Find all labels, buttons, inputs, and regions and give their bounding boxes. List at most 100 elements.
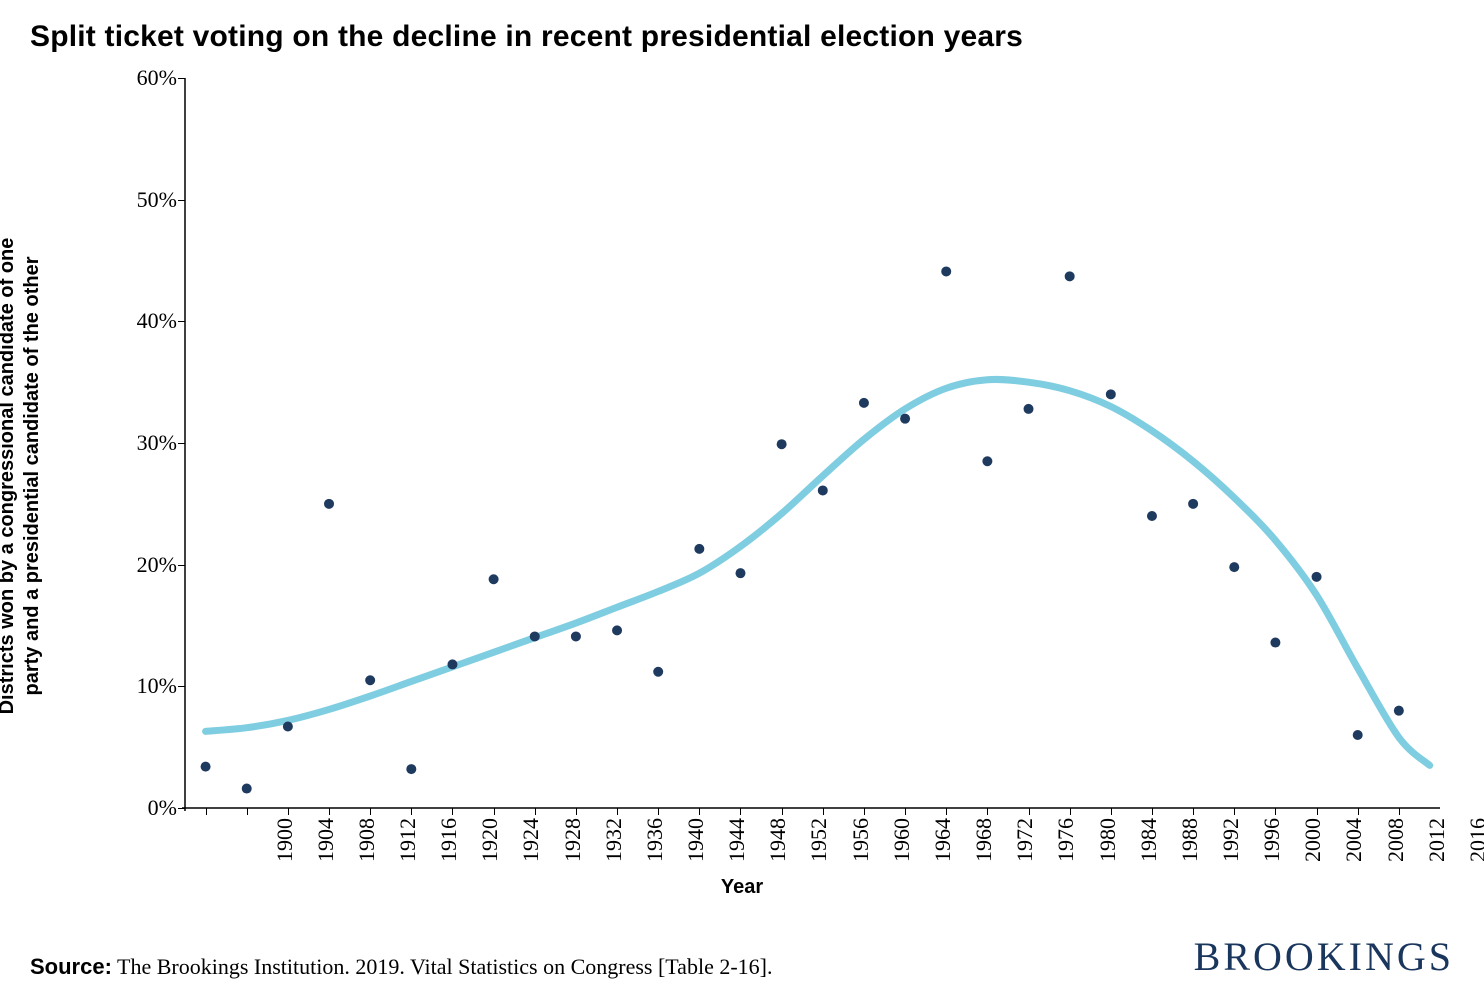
data-point (859, 398, 869, 408)
x-tick-label: 1924 (518, 818, 544, 862)
x-tick-label: 1940 (683, 818, 709, 862)
x-tick-mark (247, 808, 248, 815)
data-point (982, 456, 992, 466)
data-point (489, 574, 499, 584)
data-point (365, 675, 375, 685)
data-point (571, 631, 581, 641)
x-tick-label: 1984 (1136, 818, 1162, 862)
data-point (1353, 730, 1363, 740)
plot-svg (185, 78, 1440, 808)
x-tick-label: 1960 (889, 818, 915, 862)
x-tick-mark (987, 808, 988, 815)
x-tick-mark (946, 808, 947, 815)
x-tick-mark (740, 808, 741, 815)
data-point (1065, 271, 1075, 281)
x-axis-label: Year (721, 876, 763, 899)
x-tick-label: 2004 (1341, 818, 1367, 862)
chart-title: Split ticket voting on the decline in re… (30, 20, 1454, 54)
data-point (1024, 404, 1034, 414)
x-tick-mark (1234, 808, 1235, 815)
x-tick-label: 1996 (1259, 818, 1285, 862)
x-tick-mark (452, 808, 453, 815)
x-tick-label: 1912 (395, 818, 421, 862)
x-tick-mark (1358, 808, 1359, 815)
x-tick-mark (782, 808, 783, 815)
y-tick-mark (178, 200, 185, 201)
x-tick-label: 1964 (930, 818, 956, 862)
source-line: Source: The Brookings Institution. 2019.… (30, 954, 772, 980)
data-point (1188, 499, 1198, 509)
x-tick-label: 1988 (1177, 818, 1203, 862)
brookings-logo: BROOKINGS (1194, 933, 1454, 980)
x-tick-mark (1070, 808, 1071, 815)
x-tick-mark (1399, 808, 1400, 815)
x-tick-label: 1900 (272, 818, 298, 862)
data-point (1229, 562, 1239, 572)
x-tick-mark (288, 808, 289, 815)
x-tick-label: 2012 (1424, 818, 1450, 862)
x-tick-label: 2000 (1300, 818, 1326, 862)
data-point (1312, 572, 1322, 582)
data-point (694, 544, 704, 554)
x-tick-label: 1956 (848, 818, 874, 862)
x-tick-mark (494, 808, 495, 815)
x-tick-label: 1980 (1095, 818, 1121, 862)
footer: Source: The Brookings Institution. 2019.… (30, 933, 1454, 980)
data-point (283, 721, 293, 731)
x-tick-mark (535, 808, 536, 815)
source-label: Source: (30, 954, 112, 979)
x-tick-label: 1928 (560, 818, 586, 862)
x-tick-label: 1952 (806, 818, 832, 862)
x-tick-mark (411, 808, 412, 815)
x-tick-label: 1904 (313, 818, 339, 862)
x-tick-label: 1944 (724, 818, 750, 862)
x-tick-mark (329, 808, 330, 815)
data-point (653, 667, 663, 677)
chart-container: Split ticket voting on the decline in re… (0, 0, 1484, 998)
data-point (735, 568, 745, 578)
data-point (324, 499, 334, 509)
data-point (1106, 389, 1116, 399)
x-tick-label: 2016 (1465, 818, 1484, 862)
x-tick-label: 1920 (477, 818, 503, 862)
x-tick-mark (1029, 808, 1030, 815)
data-point (447, 659, 457, 669)
x-tick-label: 1992 (1218, 818, 1244, 862)
y-tick-mark (178, 443, 185, 444)
data-point (612, 625, 622, 635)
y-tick-mark (178, 808, 185, 809)
y-tick-mark (178, 686, 185, 687)
x-tick-label: 1936 (642, 818, 668, 862)
x-tick-mark (370, 808, 371, 815)
x-tick-mark (864, 808, 865, 815)
x-tick-label: 1932 (601, 818, 627, 862)
source-text: The Brookings Institution. 2019. Vital S… (112, 954, 773, 979)
data-point (242, 784, 252, 794)
x-tick-mark (658, 808, 659, 815)
data-point (777, 439, 787, 449)
x-tick-mark (1193, 808, 1194, 815)
y-tick-mark (178, 565, 185, 566)
data-point (530, 631, 540, 641)
data-point (1147, 511, 1157, 521)
x-tick-mark (1275, 808, 1276, 815)
y-tick-mark (178, 321, 185, 322)
x-tick-label: 1948 (765, 818, 791, 862)
trend-line (206, 379, 1430, 765)
x-tick-mark (905, 808, 906, 815)
x-tick-mark (1111, 808, 1112, 815)
x-tick-label: 1968 (971, 818, 997, 862)
data-point (941, 266, 951, 276)
y-axis-label: Districts won by a congressional candida… (0, 237, 45, 714)
x-tick-mark (699, 808, 700, 815)
data-point (1270, 638, 1280, 648)
x-tick-mark (617, 808, 618, 815)
data-point (1394, 706, 1404, 716)
data-point (406, 764, 416, 774)
x-tick-mark (823, 808, 824, 815)
x-tick-mark (206, 808, 207, 815)
x-tick-mark (1317, 808, 1318, 815)
x-tick-mark (576, 808, 577, 815)
x-tick-label: 1908 (354, 818, 380, 862)
data-point (818, 485, 828, 495)
